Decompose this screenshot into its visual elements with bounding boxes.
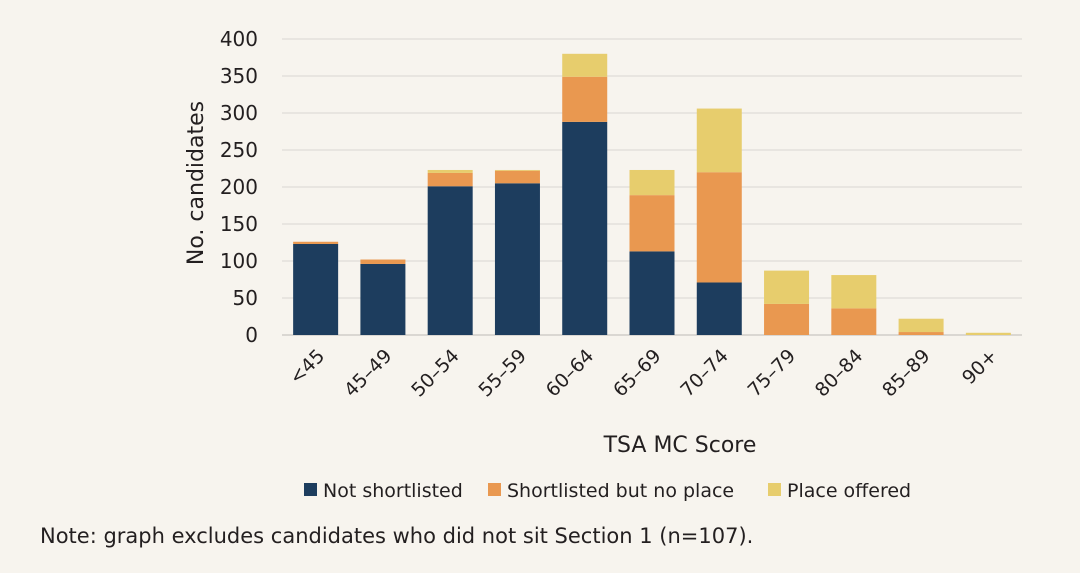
x-tick-label: 50–54 [407, 345, 463, 401]
bar-segment [427, 169, 473, 173]
x-tick-label: 90+ [958, 345, 1002, 389]
bar-segment [696, 282, 742, 335]
y-tick-label: 300 [220, 101, 258, 125]
bar-segment [696, 108, 742, 173]
legend-swatch [488, 483, 501, 496]
x-tick-label: 70–74 [676, 345, 732, 401]
bar-segment [293, 243, 339, 335]
bars [293, 53, 1011, 335]
bar-segment [427, 172, 473, 187]
x-tick-label: 65–69 [609, 345, 665, 401]
bar-segment [898, 332, 944, 335]
legend-label: Place offered [787, 480, 911, 502]
bar-segment [427, 186, 473, 335]
legend-label: Shortlisted but no place [507, 480, 734, 502]
bar-segment [494, 183, 540, 335]
bar-segment [360, 259, 406, 264]
y-axis-title: No. candidates [184, 101, 209, 265]
x-tick-label: 45–49 [340, 345, 396, 401]
legend-label: Not shortlisted [323, 480, 463, 502]
x-tick-label: <45 [285, 345, 329, 389]
x-tick-label: 55–59 [475, 345, 531, 401]
legend-swatch [768, 483, 781, 496]
bar-segment [831, 308, 877, 335]
bar-segment [293, 241, 339, 244]
x-tick-label: 75–79 [744, 345, 800, 401]
y-tick-label: 50 [233, 286, 258, 310]
bar-segment [562, 121, 608, 335]
y-tick-label: 100 [220, 249, 258, 273]
x-tick-label: 85–89 [878, 345, 934, 401]
y-tick-labels: 0 50 100 150 200 250 300 350 400 [220, 27, 258, 347]
y-tick-label: 0 [245, 323, 258, 347]
y-tick-label: 400 [220, 27, 258, 51]
bar-segment [831, 275, 877, 309]
bar-segment [494, 169, 540, 171]
legend-swatch [304, 483, 317, 496]
bar-segment [629, 195, 675, 252]
y-tick-label: 250 [220, 138, 258, 162]
legend: Not shortlisted Shortlisted but no place P… [304, 480, 911, 502]
bar-segment [629, 251, 675, 335]
y-tick-label: 150 [220, 212, 258, 236]
bar-segment [898, 318, 944, 333]
x-axis-title: TSA MC Score [603, 433, 757, 458]
y-tick-label: 350 [220, 64, 258, 88]
bar-segment [764, 303, 810, 335]
bar-segment [494, 170, 540, 184]
bar-segment [696, 172, 742, 283]
x-tick-label: 60–64 [542, 345, 598, 401]
footnote: Note: graph excludes candidates who did … [40, 524, 754, 548]
bar-segment [965, 332, 1011, 335]
bar-segment [629, 169, 675, 196]
x-tick-labels: <45 45–49 50–54 55–59 60–64 65–69 70–74 75–79 80… [285, 345, 1002, 401]
bar-segment [764, 270, 810, 304]
bar-segment [360, 263, 406, 335]
y-tick-label: 200 [220, 175, 258, 199]
bar-segment [562, 53, 608, 77]
x-tick-label: 80–84 [811, 345, 867, 401]
bar-segment [562, 76, 608, 122]
